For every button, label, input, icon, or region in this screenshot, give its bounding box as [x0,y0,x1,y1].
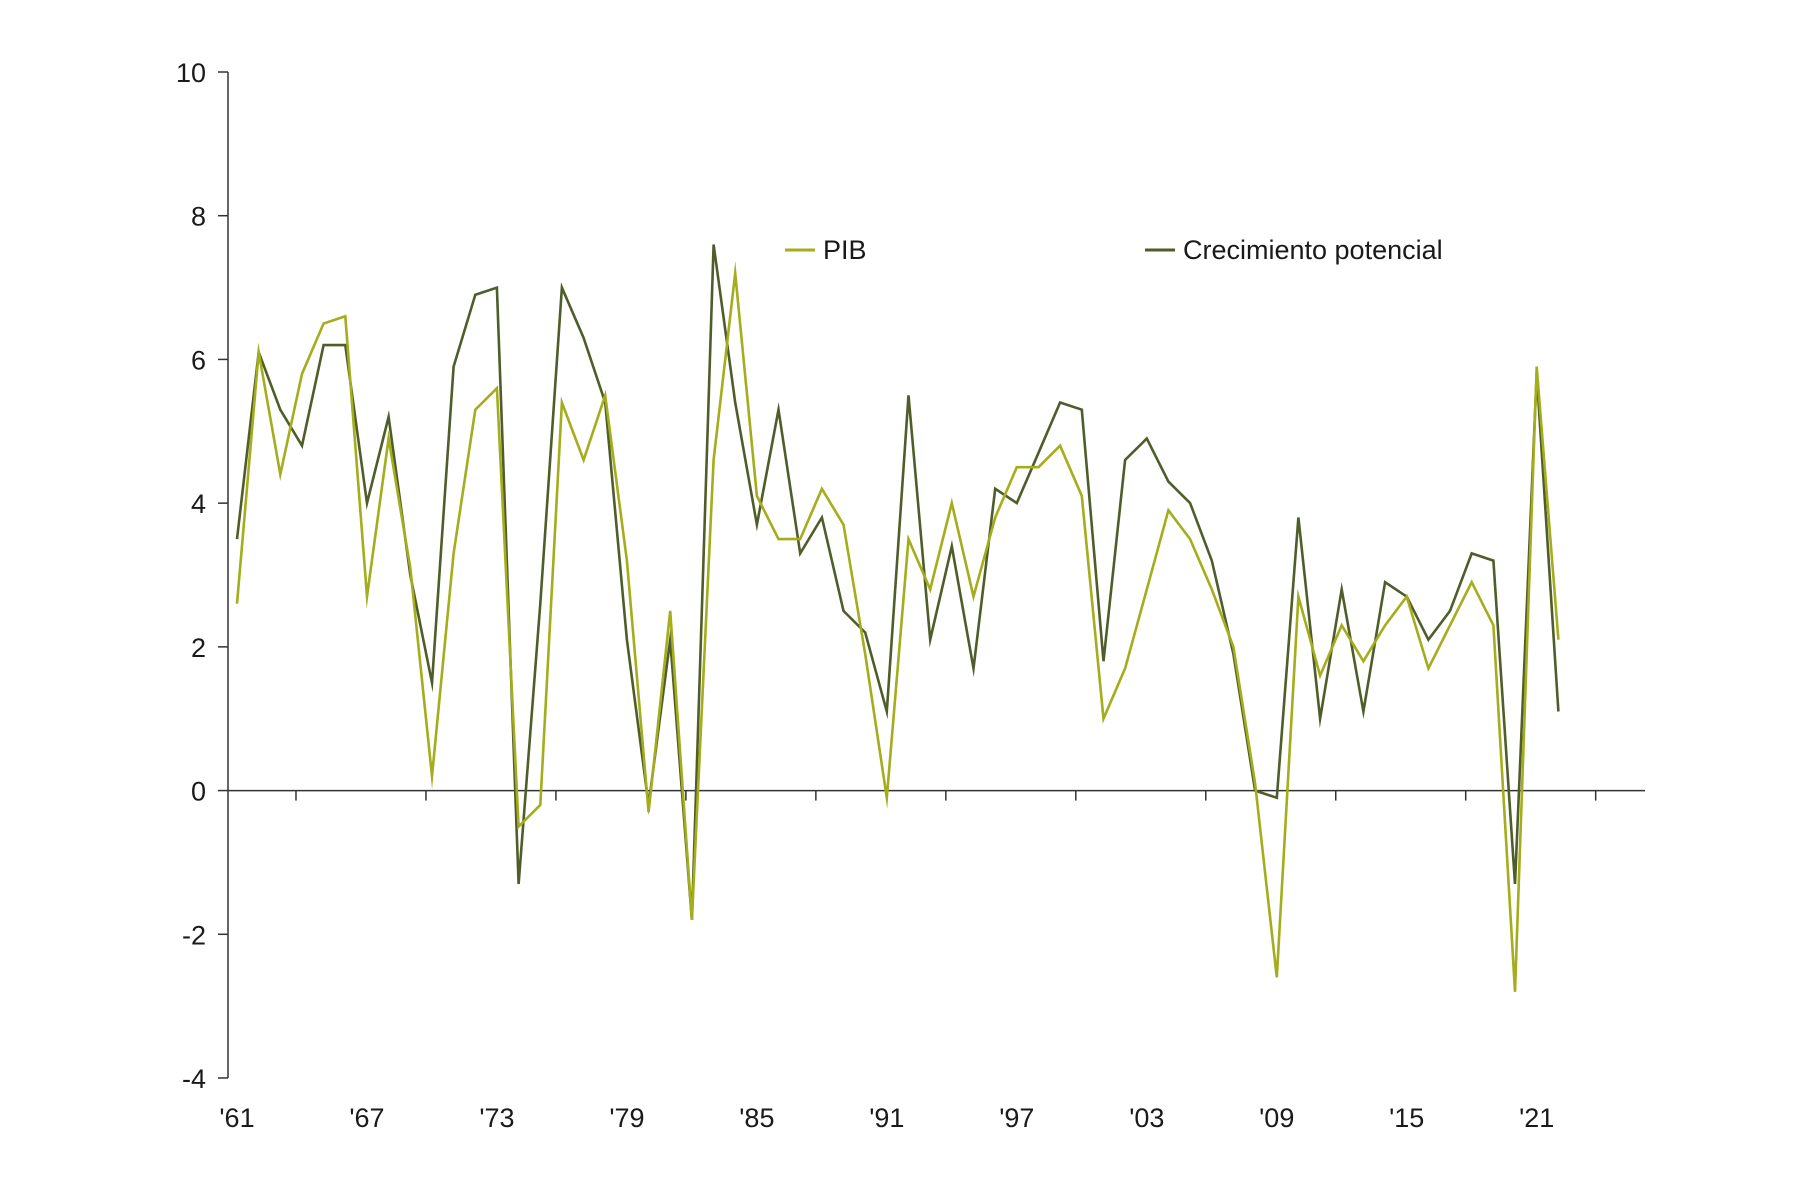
legend-label-pib: PIB [823,235,867,265]
x-tick-label: '09 [1259,1103,1294,1133]
x-tick-label: '67 [349,1103,384,1133]
x-tick-label: '91 [869,1103,904,1133]
legend: PIB Crecimiento potencial [785,235,1443,265]
x-tick-label: '85 [739,1103,774,1133]
x-tick-label: '73 [479,1103,514,1133]
x-tick-label: '79 [609,1103,644,1133]
series-lines [235,244,1560,992]
y-tick-label: 8 [191,202,206,232]
y-tick-label: 10 [176,58,206,88]
x-tick-label: '97 [999,1103,1034,1133]
x-tick-label: '21 [1519,1103,1554,1133]
x-tick-label: '15 [1389,1103,1424,1133]
y-tick-label: 0 [191,777,206,807]
y-tick-label: 2 [191,633,206,663]
x-tick-label: '61 [219,1103,254,1133]
y-tick-label: -4 [182,1064,206,1094]
y-tick-label: 4 [191,489,206,519]
x-tick-label: '03 [1129,1103,1164,1133]
series-line-pib [235,260,1560,992]
y-tick-label: 6 [191,345,206,375]
x-axis: '61 '67 '73 '79 '85 '91 '97 '03 '09 '15 '21 [219,789,1645,1133]
series-line-crecimiento-potencial [235,244,1560,921]
y-axis: -4 -2 0 2 4 6 8 10 [176,58,229,1094]
legend-label-crecimiento-potencial: Crecimiento potencial [1183,235,1443,265]
y-tick-label: -2 [182,920,206,950]
